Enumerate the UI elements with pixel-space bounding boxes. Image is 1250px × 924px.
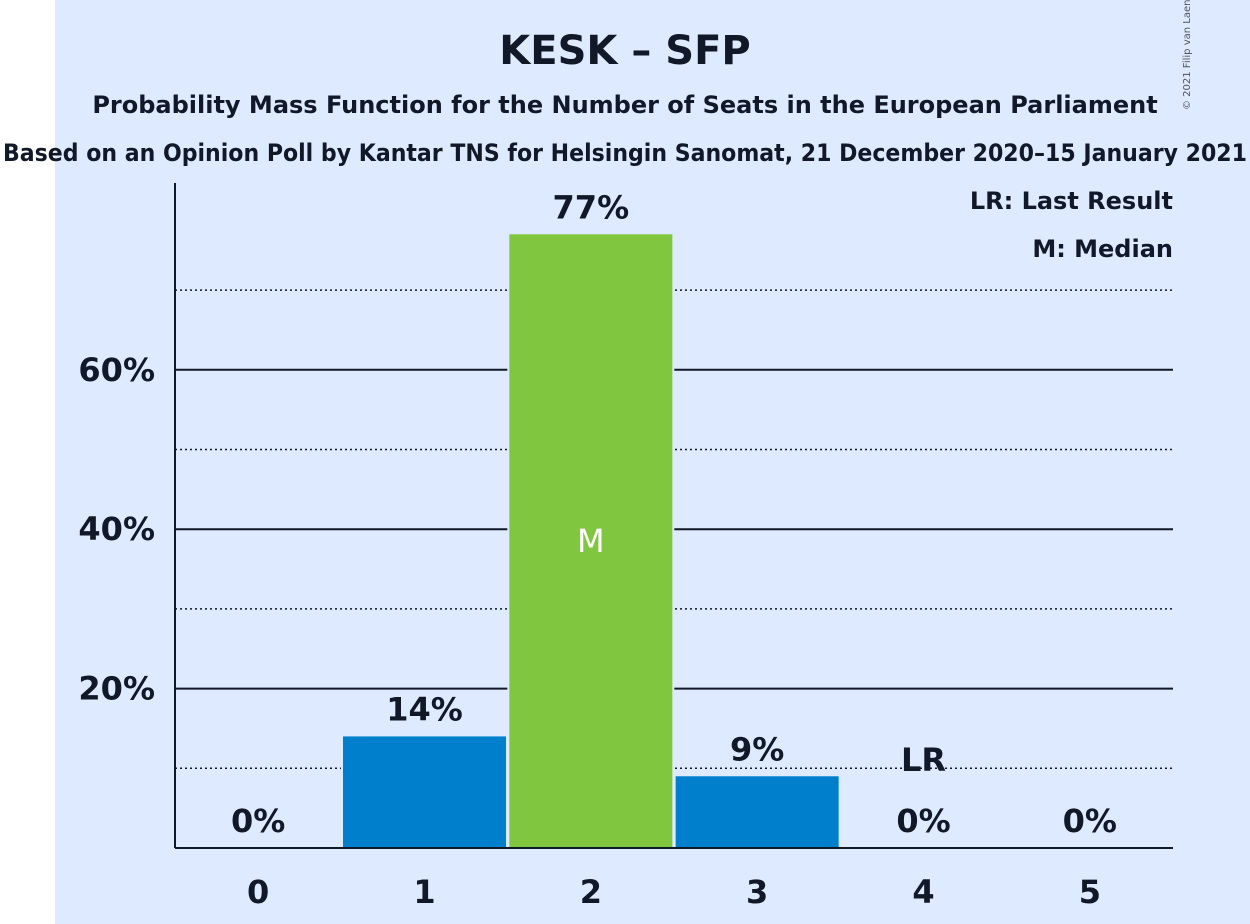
x-tick-label-2: 2: [580, 873, 602, 911]
chart-title: KESK – SFP: [499, 28, 750, 74]
legend-median: M: Median: [1032, 235, 1173, 263]
bar-3: [675, 776, 839, 848]
y-tick-label-2: 60%: [78, 351, 155, 389]
x-tick-label-3: 3: [746, 873, 768, 911]
bar-value-label-4: 0%: [896, 802, 950, 840]
median-marker: M: [577, 522, 605, 560]
last-result-marker: LR: [901, 741, 946, 779]
legend-last-result: LR: Last Result: [970, 187, 1173, 215]
bar-value-label-1: 14%: [386, 690, 463, 728]
y-tick-label-1: 40%: [78, 510, 155, 548]
x-tick-label-1: 1: [413, 873, 435, 911]
x-tick-label-4: 4: [912, 873, 934, 911]
bar-value-label-3: 9%: [730, 730, 784, 768]
chart-subtitle: Probability Mass Function for the Number…: [92, 91, 1157, 119]
y-tick-label-0: 20%: [78, 670, 155, 708]
copyright-note: © 2021 Filip van Laenen: [1182, 0, 1193, 110]
bar-1: [343, 736, 506, 848]
x-tick-label-5: 5: [1079, 873, 1101, 911]
bar-value-label-2: 77%: [553, 188, 630, 226]
x-tick-label-0: 0: [247, 873, 269, 911]
bar-value-label-0: 0%: [231, 802, 285, 840]
chart-subtitle-source: Based on an Opinion Poll by Kantar TNS f…: [3, 139, 1247, 167]
bar-value-label-5: 0%: [1063, 802, 1117, 840]
bar-2: [509, 234, 673, 848]
